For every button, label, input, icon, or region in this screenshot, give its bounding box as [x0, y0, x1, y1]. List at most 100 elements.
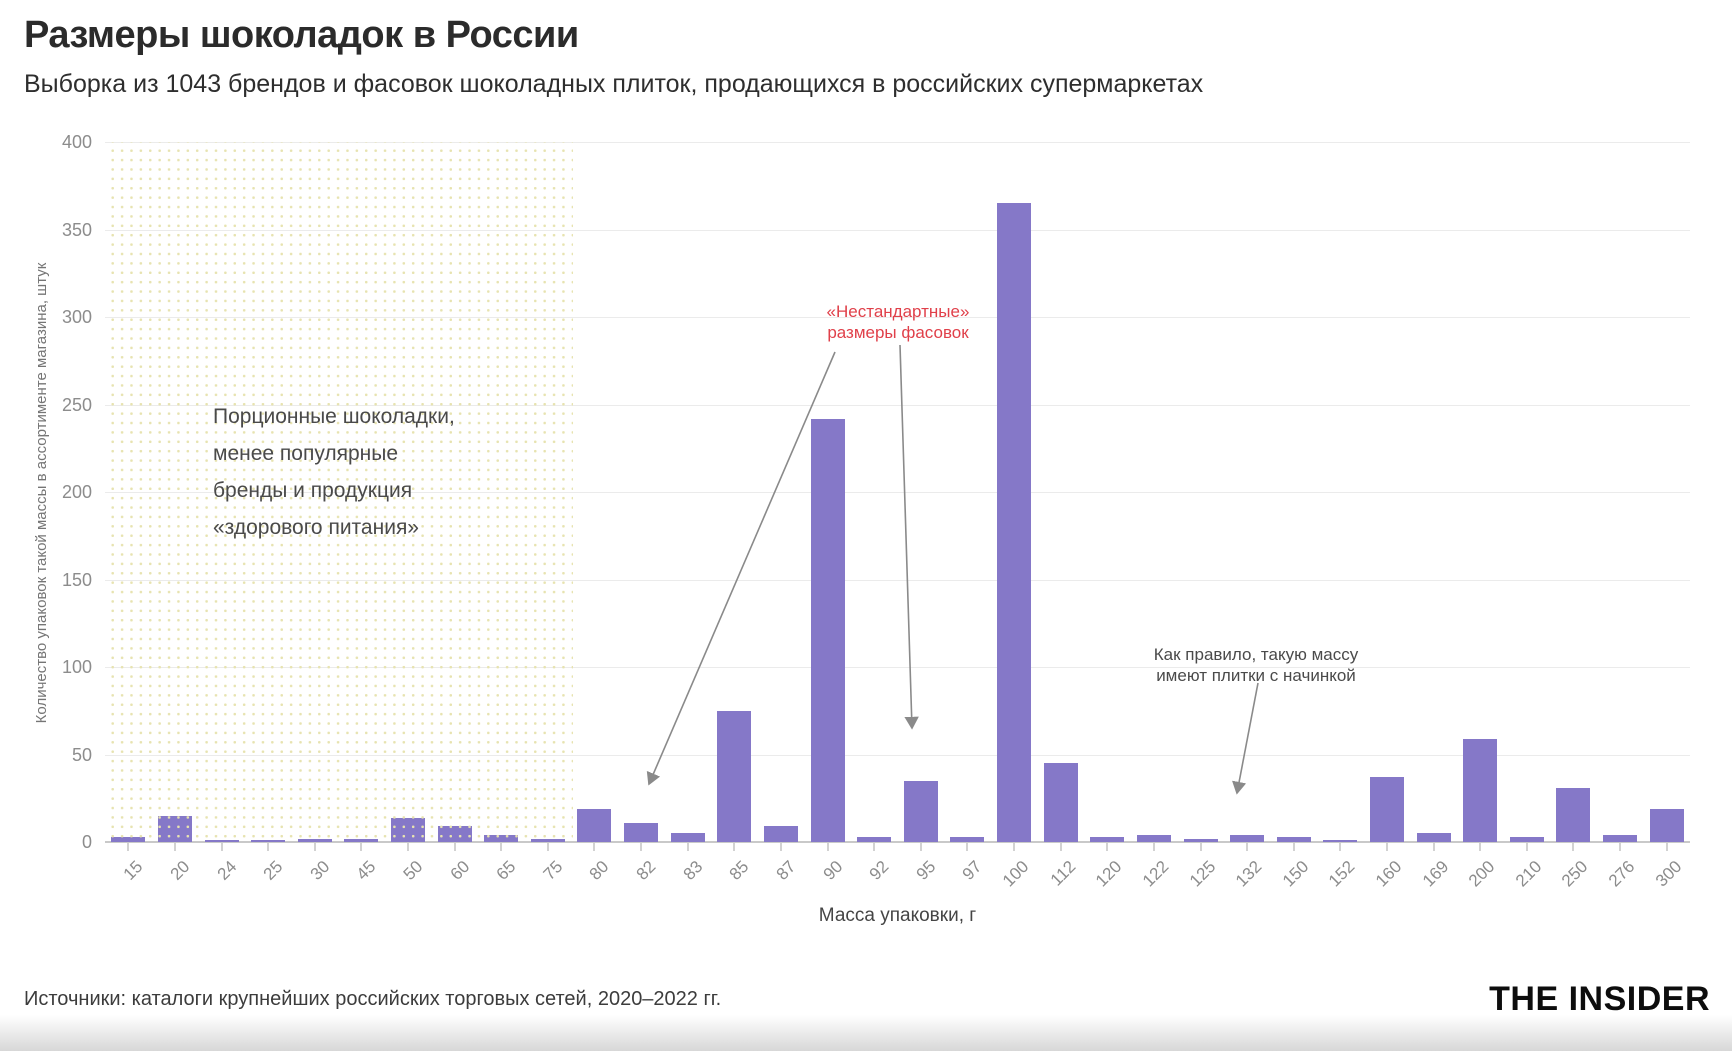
gridline-400	[105, 142, 1690, 143]
x-tick-mark-85	[733, 843, 736, 851]
x-tick-label-160: 160	[1371, 857, 1406, 891]
bar-122g	[1136, 835, 1171, 842]
x-tick-mark-122	[1152, 843, 1155, 851]
bar-100g	[997, 203, 1032, 842]
x-tick-mark-210	[1525, 843, 1528, 851]
bar-85g	[717, 710, 752, 842]
x-tick-label-169: 169	[1418, 857, 1453, 891]
bar-250g	[1556, 787, 1591, 842]
brand-logo: THE INSIDER	[1489, 980, 1710, 1018]
x-tick-label-132: 132	[1232, 857, 1266, 891]
bar-90g	[810, 418, 845, 842]
bar-92g	[857, 836, 892, 842]
bar-97g	[950, 836, 985, 842]
gridline-50	[105, 754, 1690, 756]
x-tick-label-100: 100	[998, 857, 1033, 891]
x-tick-label-65: 65	[492, 857, 520, 884]
bar-65g	[484, 835, 519, 842]
page-title: Размеры шоколадок в России	[24, 14, 579, 56]
x-tick-mark-132	[1246, 843, 1249, 851]
annotation-filled-bars: Как правило, такую массу имеют плитки с н…	[1153, 645, 1359, 685]
y-tick-label-200: 200	[61, 482, 92, 502]
bar-276g	[1603, 835, 1638, 842]
bar-82g	[624, 822, 659, 842]
x-tick-label-50: 50	[399, 857, 427, 884]
bar-150g	[1276, 836, 1311, 842]
x-tick-mark-30	[313, 843, 316, 851]
x-axis-title: Масса упаковки, г	[818, 905, 977, 926]
gridline-150	[105, 579, 1690, 581]
x-tick-label-80: 80	[586, 857, 613, 884]
x-tick-label-92: 92	[865, 857, 893, 884]
bar-132g	[1230, 835, 1265, 842]
x-tick-label-125: 125	[1185, 857, 1219, 891]
bar-20g	[157, 815, 192, 842]
x-tick-mark-97	[966, 843, 969, 851]
bar-152g	[1323, 840, 1358, 842]
bar-83g	[670, 833, 705, 842]
x-tick-label-60: 60	[446, 857, 474, 884]
x-tick-label-276: 276	[1604, 857, 1639, 891]
bar-160g	[1369, 777, 1404, 842]
x-tick-label-20: 20	[166, 857, 194, 884]
gridline-300	[105, 317, 1690, 318]
x-tick-label-250: 250	[1558, 857, 1592, 891]
y-tick-label-300: 300	[61, 307, 92, 327]
x-tick-mark-169	[1432, 843, 1435, 851]
y-tick-label-50: 50	[71, 744, 92, 765]
bar-24g	[204, 840, 239, 842]
x-tick-label-30: 30	[306, 857, 334, 884]
bar-210g	[1509, 836, 1544, 842]
x-tick-label-210: 210	[1511, 857, 1546, 891]
gridline-250	[105, 404, 1690, 406]
x-tick-mark-25	[267, 843, 270, 851]
x-tick-label-122: 122	[1138, 857, 1173, 891]
x-tick-mark-80	[593, 843, 596, 851]
bar-125g	[1183, 838, 1218, 842]
x-tick-mark-75	[546, 843, 549, 851]
bar-30g	[297, 838, 332, 842]
x-tick-mark-120	[1106, 843, 1109, 851]
bar-200g	[1463, 738, 1498, 842]
y-tick-label-400: 400	[61, 132, 92, 152]
x-tick-label-90: 90	[819, 857, 846, 884]
x-tick-mark-276	[1619, 843, 1622, 851]
bar-87g	[763, 826, 798, 842]
x-tick-mark-152	[1339, 843, 1342, 851]
x-tick-mark-65	[500, 843, 503, 851]
annotation-region-note: Порционные шоколадки, менее популярные бре…	[213, 405, 455, 539]
y-tick-label-0: 0	[81, 832, 92, 852]
y-tick-label-100: 100	[61, 657, 92, 677]
x-tick-mark-200	[1479, 843, 1482, 851]
x-tick-mark-100	[1013, 843, 1016, 851]
gridline-0	[105, 841, 1690, 843]
x-tick-mark-60	[453, 843, 456, 851]
x-tick-label-83: 83	[679, 857, 707, 884]
x-tick-mark-87	[779, 843, 782, 851]
x-tick-mark-50	[407, 843, 409, 851]
bar-300g	[1649, 808, 1684, 842]
bar-120g	[1090, 836, 1125, 842]
x-tick-mark-95	[919, 843, 922, 851]
x-tick-label-75: 75	[539, 857, 567, 884]
bar-15g	[111, 836, 146, 842]
bar-25g	[251, 840, 286, 842]
x-tick-label-45: 45	[353, 857, 380, 884]
bar-95g	[903, 780, 938, 842]
x-tick-label-120: 120	[1092, 857, 1126, 891]
x-tick-mark-15	[127, 843, 130, 851]
x-tick-label-152: 152	[1325, 857, 1359, 891]
gridline-350	[105, 229, 1690, 231]
bar-80g	[577, 808, 612, 842]
y-tick-label-150: 150	[61, 569, 92, 590]
x-tick-mark-24	[220, 843, 223, 851]
x-tick-mark-250	[1572, 843, 1575, 851]
x-tick-label-200: 200	[1465, 857, 1499, 891]
x-tick-mark-90	[826, 843, 829, 851]
x-tick-label-15: 15	[119, 857, 147, 884]
bar-169g	[1416, 833, 1451, 842]
x-tick-mark-82	[640, 843, 643, 851]
bar-50g	[391, 817, 425, 842]
x-tick-label-87: 87	[772, 857, 800, 884]
